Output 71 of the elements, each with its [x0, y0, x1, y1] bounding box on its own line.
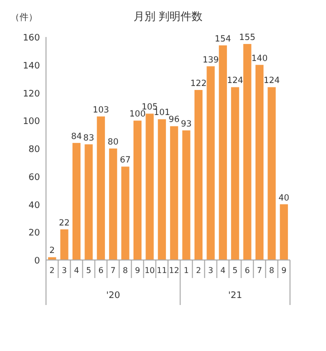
y-tick-label: 140 [22, 61, 40, 72]
x-tick-label: 8 [122, 266, 128, 275]
y-tick-label: 0 [34, 256, 40, 266]
x-tick-label: 6 [244, 266, 250, 275]
bar [72, 142, 81, 260]
bar [280, 204, 288, 260]
x-tick-label: 1 [184, 266, 189, 275]
x-tick-label: 9 [134, 266, 140, 275]
text: '21 [228, 291, 242, 301]
x-tick-label: 8 [269, 266, 274, 275]
text: '20 [106, 291, 120, 301]
bar [182, 130, 190, 260]
data-label: 93 [180, 119, 192, 130]
bar [243, 44, 252, 260]
data-label: 67 [120, 156, 131, 166]
data-label: 96 [168, 115, 180, 126]
data-label: 122 [190, 78, 207, 89]
bar [206, 66, 215, 260]
bar [255, 64, 264, 260]
bar [231, 87, 240, 260]
data-label: 101 [154, 108, 170, 118]
data-label: 83 [83, 133, 94, 144]
x-tick-label: 10 [144, 266, 155, 275]
bar [121, 166, 130, 260]
x-tick-label: 4 [220, 266, 226, 275]
bar [84, 144, 93, 260]
bar [96, 116, 105, 260]
x-tick-label: 6 [98, 266, 104, 275]
bar [218, 45, 227, 260]
x-tick-label: 2 [196, 266, 202, 275]
data-label: 154 [214, 34, 232, 44]
y-tick-label: 40 [28, 200, 40, 211]
x-tick-label: 4 [74, 266, 80, 275]
data-label: 84 [71, 132, 82, 142]
bar [109, 148, 118, 260]
x-tick-label: 2 [50, 266, 55, 275]
data-label: 80 [108, 138, 119, 148]
y-tick-label: 120 [22, 89, 40, 100]
data-label: 124 [264, 76, 280, 86]
x-tick-label: 5 [86, 266, 92, 275]
x-tick-label: 12 [169, 266, 180, 275]
bar [170, 126, 178, 260]
data-label: 155 [239, 32, 256, 43]
y-tick-label: 160 [22, 34, 40, 44]
bar [60, 229, 68, 260]
data-label: 103 [92, 105, 110, 116]
data-label: 2 [49, 246, 55, 256]
bar [146, 114, 154, 260]
bar [133, 120, 142, 260]
data-label: 139 [202, 55, 219, 66]
bar [268, 87, 276, 260]
y-tick-label: 20 [28, 228, 40, 239]
chart-title: 月別 判明件数 [133, 10, 203, 23]
data-label: 140 [251, 54, 268, 64]
data-label: 124 [226, 76, 244, 86]
y-tick-label: 60 [28, 172, 40, 183]
y-tick-label: 80 [28, 145, 40, 155]
x-tick-label: 9 [281, 266, 286, 275]
bar [158, 119, 166, 260]
data-label: 100 [129, 110, 146, 120]
x-tick-label: 3 [208, 266, 214, 275]
x-tick-label: 7 [256, 266, 262, 275]
x-tick-label: 3 [62, 266, 67, 275]
x-tick-label: 11 [156, 266, 167, 275]
data-label: 40 [278, 193, 290, 204]
x-tick-label: 7 [110, 266, 116, 275]
x-tick-label: 5 [232, 266, 238, 275]
bar [194, 90, 203, 260]
y-axis-title: （件） [10, 12, 38, 23]
y-tick-label: 100 [22, 117, 40, 128]
data-label: 22 [58, 218, 70, 228]
